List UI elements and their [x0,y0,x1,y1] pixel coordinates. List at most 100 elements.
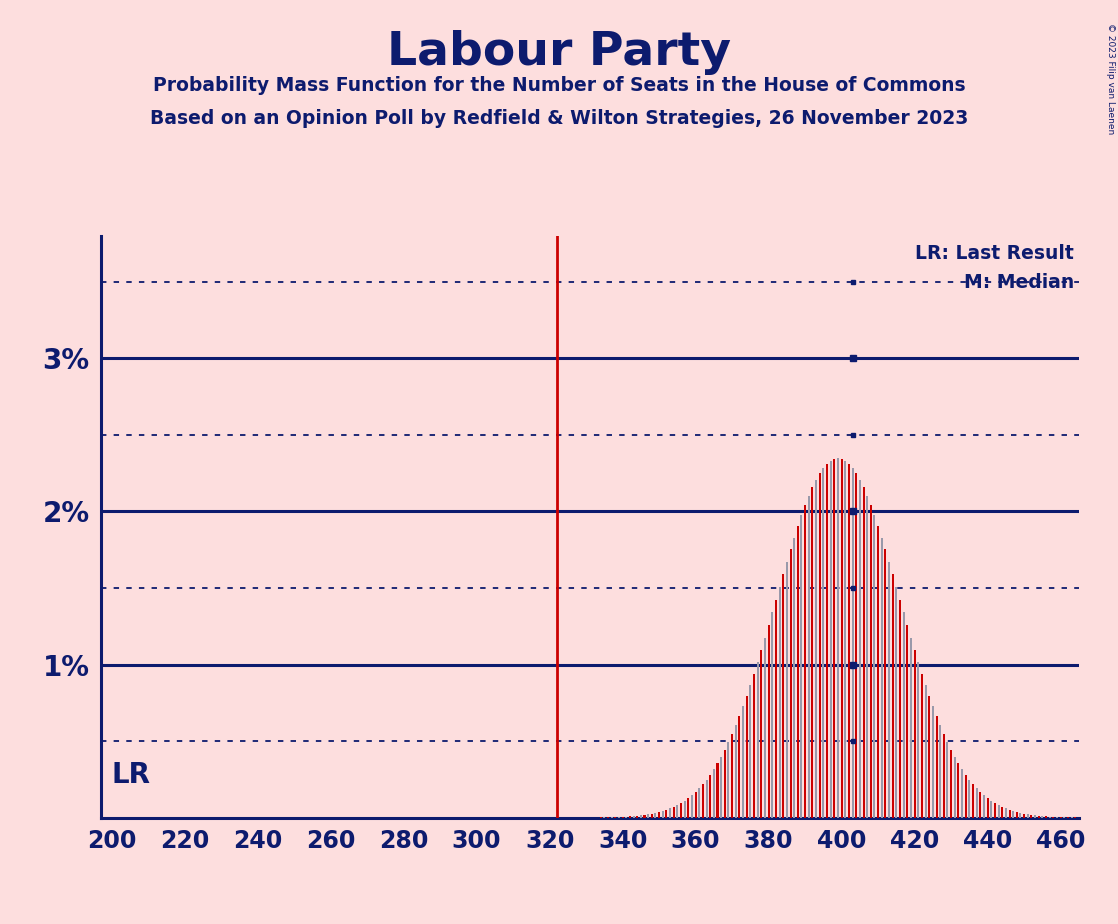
Bar [647,814,650,818]
Bar [636,816,638,818]
Bar [866,496,869,818]
Bar [910,638,912,818]
Text: Probability Mass Function for the Number of Seats in the House of Commons: Probability Mass Function for the Number… [153,76,965,95]
Bar [823,468,824,818]
Bar [833,459,835,818]
Bar [855,473,858,818]
Bar [928,696,930,818]
Bar [902,613,904,818]
Bar [994,803,996,818]
Bar [731,734,733,818]
Text: Labour Party: Labour Party [387,30,731,75]
Bar [899,600,901,818]
Bar [921,674,923,818]
Bar [807,496,809,818]
Bar [778,587,780,818]
Bar [713,769,714,818]
Bar [1016,812,1017,818]
Bar [873,516,875,818]
Bar [688,798,690,818]
Bar [961,769,963,818]
Bar [760,650,762,818]
Bar [746,696,748,818]
Bar [705,780,708,818]
Bar [669,808,671,818]
Bar [1023,814,1025,818]
Bar [979,792,982,818]
Bar [723,749,726,818]
Bar [968,780,970,818]
Bar [1049,817,1051,818]
Bar [986,798,988,818]
Bar [1002,807,1003,818]
Text: © 2023 Filip van Laenen: © 2023 Filip van Laenen [1106,23,1115,134]
Bar [870,505,872,818]
Bar [676,805,679,818]
Bar [625,817,627,818]
Text: LR: LR [112,760,151,789]
Bar [983,796,985,818]
Bar [1008,809,1011,818]
Bar [735,725,737,818]
Bar [826,464,828,818]
Bar [884,550,887,818]
Bar [644,815,645,818]
Bar [1034,815,1036,818]
Bar [768,626,769,818]
Bar [892,574,893,818]
Bar [954,757,956,818]
Text: LR: Last Result: LR: Last Result [916,244,1074,263]
Bar [742,706,745,818]
Bar [1020,813,1022,818]
Bar [680,803,682,818]
Bar [939,725,941,818]
Bar [764,638,766,818]
Text: M: Median: M: Median [964,274,1074,293]
Bar [757,663,759,818]
Bar [841,459,843,818]
Bar [957,763,959,818]
Bar [925,685,927,818]
Bar [699,788,700,818]
Bar [837,458,838,818]
Bar [662,811,664,818]
Bar [932,706,934,818]
Bar [702,784,704,818]
Bar [793,538,795,818]
Bar [709,774,711,818]
Bar [997,805,999,818]
Bar [942,734,945,818]
Bar [844,461,846,818]
Bar [878,526,879,818]
Bar [830,461,832,818]
Bar [1041,816,1043,818]
Bar [947,742,948,818]
Bar [1031,815,1032,818]
Bar [862,488,864,818]
Bar [881,538,883,818]
Bar [1045,817,1048,818]
Bar [651,814,653,818]
Bar [633,816,635,818]
Bar [654,813,656,818]
Bar [812,488,814,818]
Bar [896,587,898,818]
Bar [917,663,919,818]
Bar [907,626,908,818]
Bar [683,801,685,818]
Bar [972,784,974,818]
Bar [629,817,631,818]
Bar [852,468,853,818]
Bar [818,473,821,818]
Bar [673,807,674,818]
Bar [859,480,861,818]
Bar [728,742,729,818]
Bar [789,550,792,818]
Bar [936,716,938,818]
Bar [800,516,803,818]
Bar [1012,811,1014,818]
Bar [738,716,740,818]
Bar [950,749,953,818]
Bar [639,815,642,818]
Bar [717,763,719,818]
